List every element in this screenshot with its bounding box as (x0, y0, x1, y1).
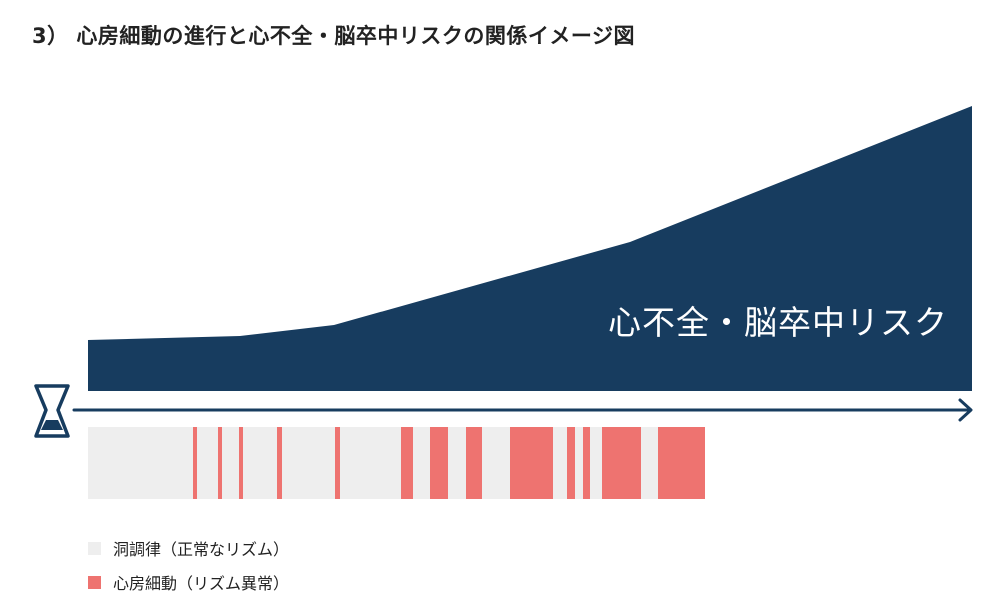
sinus-segment (88, 427, 193, 499)
sinus-segment (482, 427, 510, 499)
sinus-segment (590, 427, 602, 499)
risk-label: 心不全・脳卒中リスク (608, 303, 948, 342)
sinus-segment (448, 427, 466, 499)
af-segment (602, 427, 641, 499)
sinus-segment (243, 427, 277, 499)
af-segment (510, 427, 553, 499)
af-segment (583, 427, 590, 499)
sinus-segment (641, 427, 658, 499)
af-segment (277, 427, 282, 499)
af-segment (466, 427, 482, 499)
af-segment (193, 427, 197, 499)
legend-item-af: 心房細動（リズム異常） (88, 571, 289, 593)
af-segment (401, 427, 413, 499)
legend-label-sinus: 洞調律（正常なリズム） (113, 540, 290, 559)
rhythm-strip (88, 427, 705, 499)
af-segment (567, 427, 575, 499)
af-segment (218, 427, 222, 499)
legend-label-af: 心房細動（リズム異常） (113, 574, 290, 593)
sinus-segment (575, 427, 583, 499)
legend-swatch-sinus (88, 541, 101, 555)
legend: 洞調律（正常なリズム） 心房細動（リズム異常） (88, 537, 289, 605)
af-segment (430, 427, 448, 499)
legend-swatch-af (88, 575, 101, 589)
legend-item-sinus: 洞調律（正常なリズム） (88, 537, 289, 559)
page-title: 3） 心房細動の進行と心不全・脳卒中リスクの関係イメージ図 (32, 24, 636, 48)
af-segment (658, 427, 705, 499)
sinus-segment (282, 427, 335, 499)
arrow-right-icon (72, 398, 973, 422)
af-segment (335, 427, 340, 499)
sinus-segment (197, 427, 218, 499)
sinus-segment (413, 427, 430, 499)
hourglass-icon (34, 384, 70, 438)
risk-area (88, 106, 972, 391)
af-segment (239, 427, 243, 499)
sinus-segment (553, 427, 567, 499)
sinus-segment (222, 427, 239, 499)
sinus-segment (340, 427, 401, 499)
